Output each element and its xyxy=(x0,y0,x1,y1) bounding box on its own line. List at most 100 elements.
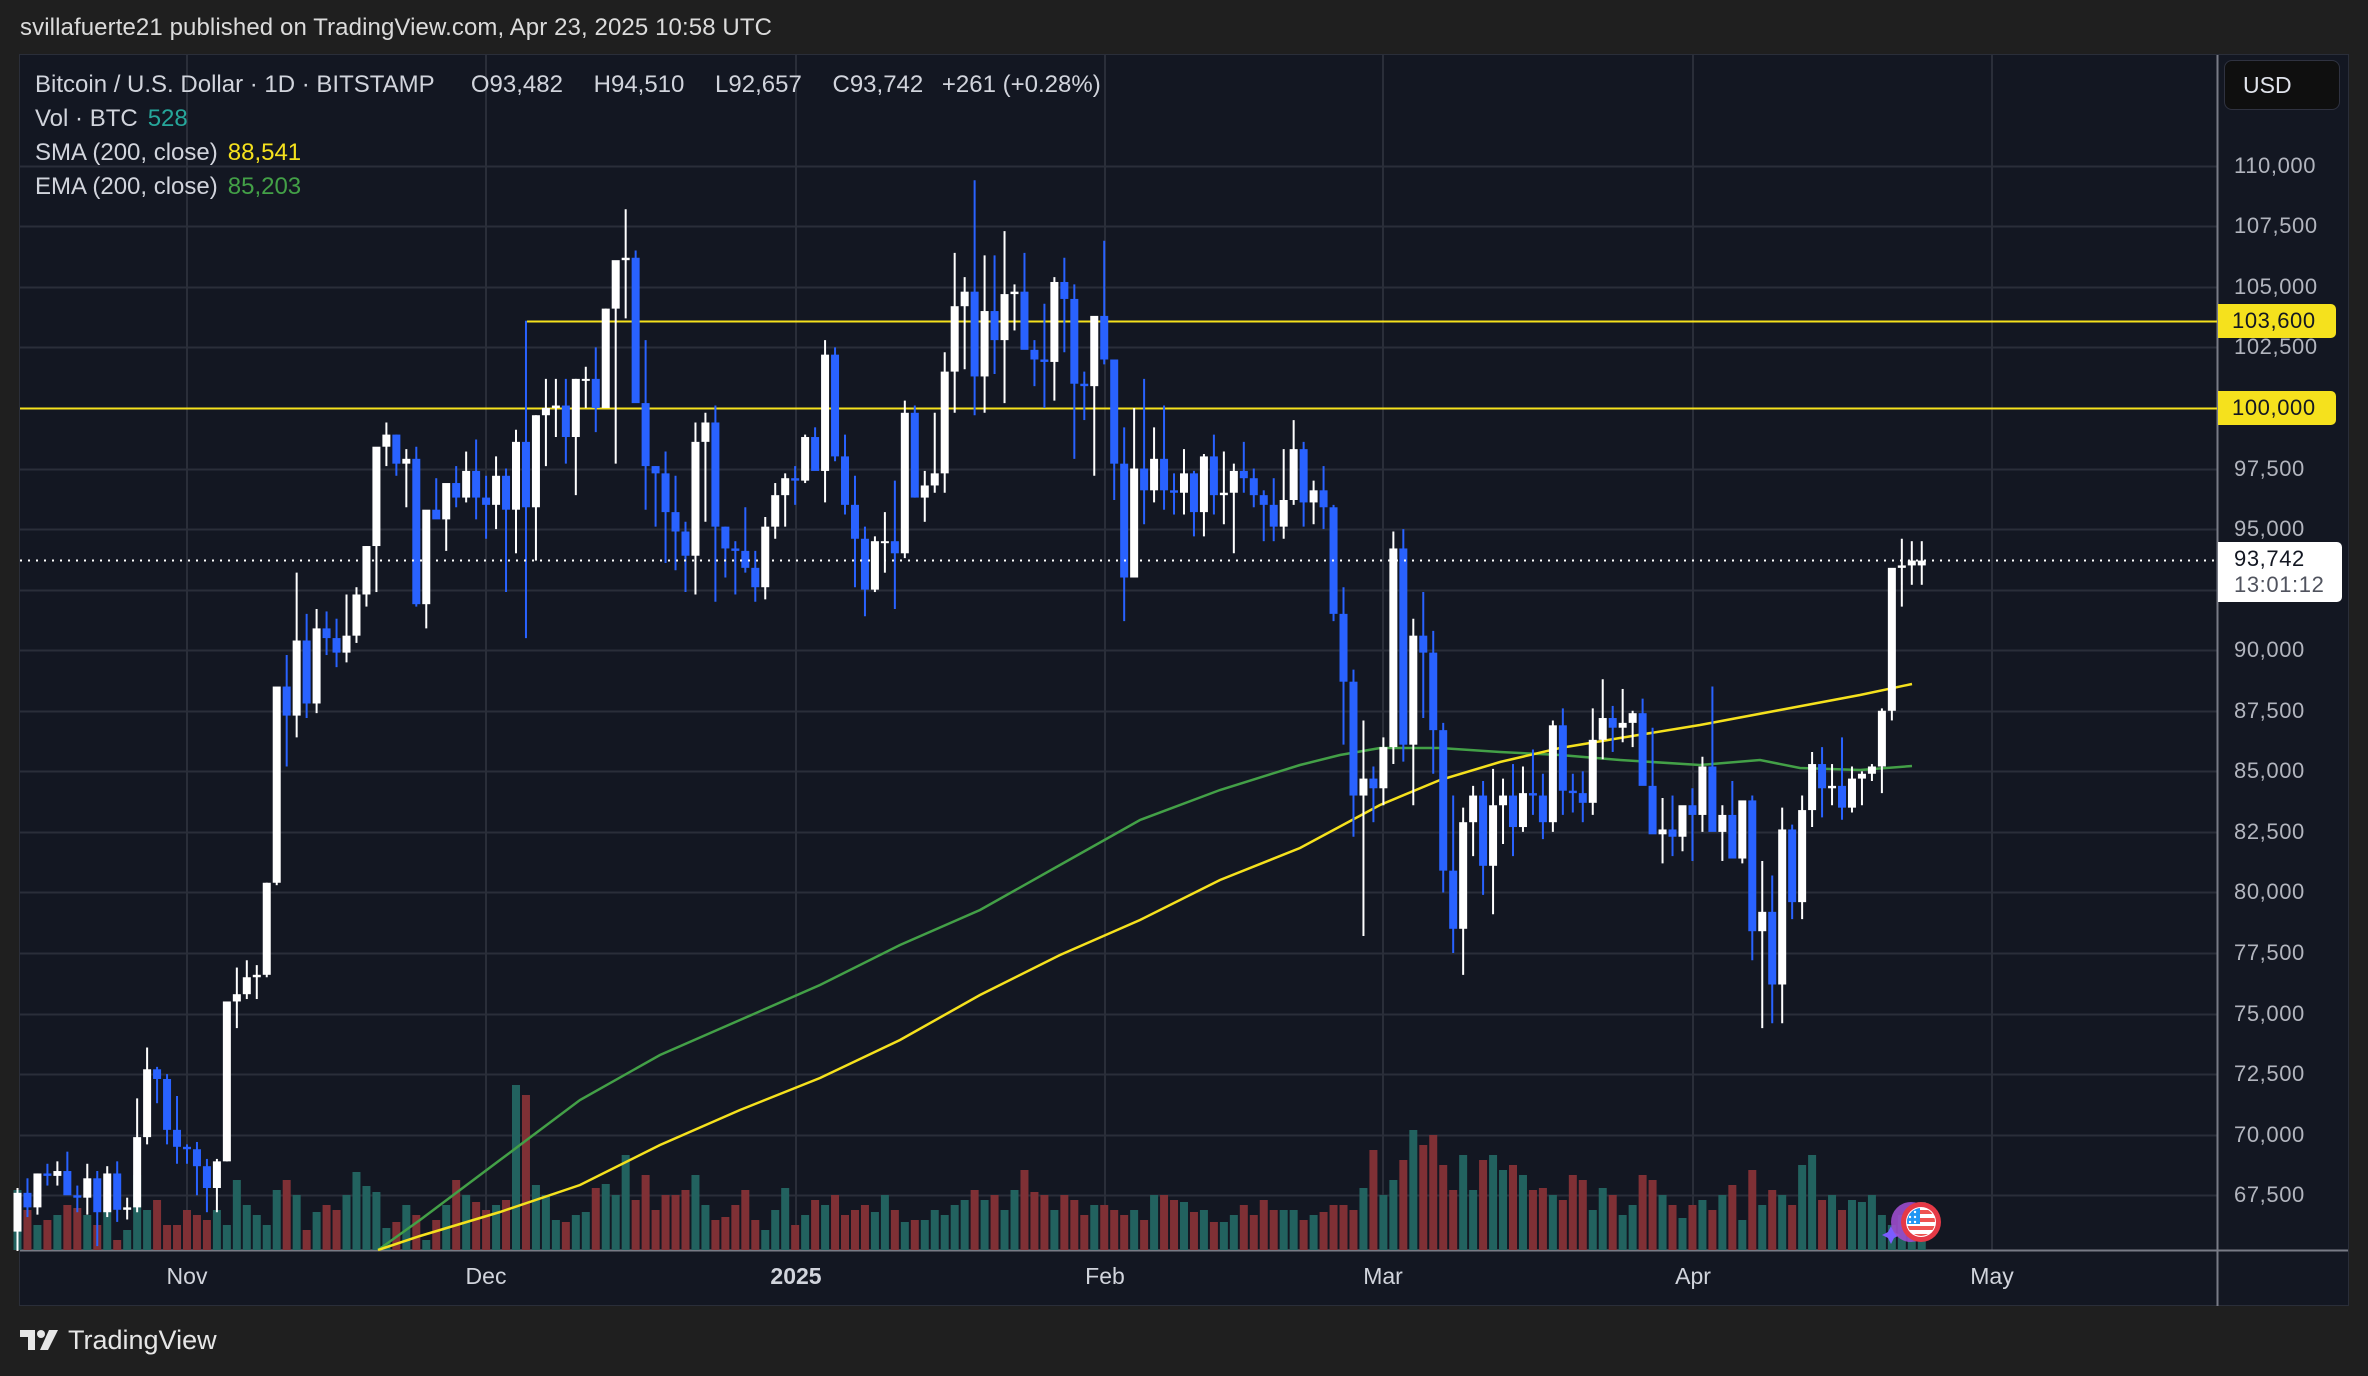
volume-bar xyxy=(153,1200,162,1250)
time-tick-label: Mar xyxy=(1363,1263,1403,1289)
candle-down xyxy=(860,538,869,590)
volume-bar xyxy=(1778,1195,1787,1250)
currency-button[interactable]: USD xyxy=(2224,60,2340,110)
candle-up xyxy=(1469,795,1478,823)
candle-down xyxy=(113,1173,122,1210)
legend-ema-row[interactable]: EMA (200, close) 85,203 xyxy=(35,170,1101,204)
candle-down xyxy=(1578,793,1587,803)
candle-down xyxy=(561,405,570,438)
symbol-title[interactable]: Bitcoin / U.S. Dollar · 1D · BITSTAMP xyxy=(35,71,435,98)
volume-bar xyxy=(232,1180,241,1250)
volume-bar xyxy=(1818,1200,1827,1250)
chart-frame[interactable] xyxy=(19,54,2349,1306)
candle-up xyxy=(292,640,301,716)
candle-down xyxy=(1239,470,1248,479)
tradingview-logo[interactable]: TradingView xyxy=(20,1325,217,1355)
volume-bar xyxy=(791,1225,800,1250)
volume-bar xyxy=(1100,1205,1109,1250)
candle-down xyxy=(1189,473,1198,513)
candle-down xyxy=(791,478,800,481)
candle-down xyxy=(1608,718,1617,728)
candle-up xyxy=(1229,470,1238,493)
economic-event-badge[interactable] xyxy=(1881,1196,1945,1248)
volume-bar xyxy=(53,1215,62,1250)
candle-up xyxy=(342,635,351,653)
candle-up xyxy=(262,882,271,975)
candle-up xyxy=(1459,822,1468,929)
volume-bar xyxy=(1668,1205,1677,1250)
volume-bar xyxy=(880,1195,889,1250)
candle-down xyxy=(23,1192,32,1208)
tradingview-brand: TradingView xyxy=(68,1324,217,1355)
volume-bar xyxy=(103,1210,112,1250)
volume-bar xyxy=(1648,1180,1657,1250)
candle-up xyxy=(13,1192,22,1232)
volume-bar xyxy=(1758,1205,1767,1250)
candle-up xyxy=(462,470,471,498)
volume-bar xyxy=(960,1200,969,1250)
candle-up xyxy=(1199,456,1208,513)
volume-bar xyxy=(1040,1195,1049,1250)
candle-down xyxy=(1259,495,1268,505)
volume-bar xyxy=(1189,1212,1198,1250)
candle-up xyxy=(1658,829,1667,835)
candle-up xyxy=(372,446,381,547)
candle-up xyxy=(781,478,790,496)
volume-bar xyxy=(43,1220,52,1250)
candle-down xyxy=(1030,349,1039,360)
candle-down xyxy=(1269,504,1278,527)
sma-value: 88,541 xyxy=(227,139,302,166)
candle-up xyxy=(1857,773,1866,779)
candle-down xyxy=(1818,764,1827,789)
legend-volume-row[interactable]: Vol · BTC 528 xyxy=(35,102,1101,136)
candle-down xyxy=(741,550,750,568)
candle-down xyxy=(1170,490,1179,493)
time-tick-label: 2025 xyxy=(770,1263,822,1289)
time-tick-label: Dec xyxy=(465,1263,507,1289)
sma-200-line xyxy=(377,682,1913,1252)
candle-up xyxy=(133,1137,142,1208)
candle-up xyxy=(880,541,889,544)
candle-up xyxy=(1588,739,1597,803)
candle-down xyxy=(1568,790,1577,794)
volume-bar xyxy=(1379,1195,1388,1250)
volume-bar xyxy=(1080,1215,1089,1250)
volume-bar xyxy=(1439,1165,1448,1250)
candle-down xyxy=(591,378,600,408)
volume-bar xyxy=(1608,1195,1617,1250)
volume-bar xyxy=(651,1210,660,1250)
price-tick-label: 95,000 xyxy=(2234,516,2305,542)
volume-bar xyxy=(1499,1170,1508,1250)
candle-up xyxy=(541,407,550,416)
sparkle-icon xyxy=(1882,1226,1900,1244)
candle-down xyxy=(73,1195,82,1198)
candle-up xyxy=(33,1173,42,1208)
volume-bar xyxy=(870,1212,879,1250)
volume-bar xyxy=(342,1195,351,1250)
low-value: 92,657 xyxy=(728,71,802,98)
legend-ohlc-row[interactable]: Bitcoin / U.S. Dollar · 1D · BITSTAMP O9… xyxy=(35,68,1101,102)
hline-label-103600: 103,600 xyxy=(2218,304,2336,338)
us-flag-icon xyxy=(1901,1202,1941,1242)
volume-bar xyxy=(1150,1195,1159,1250)
volume-bar xyxy=(1728,1185,1737,1250)
candle-down xyxy=(831,354,840,457)
candle-up xyxy=(920,485,929,498)
candle-up xyxy=(83,1178,92,1198)
candle-up xyxy=(1678,805,1687,837)
legend-sma-row[interactable]: SMA (200, close) 88,541 xyxy=(35,136,1101,170)
candle-up xyxy=(232,994,241,1002)
candle-down xyxy=(671,512,680,532)
candle-down xyxy=(1349,681,1358,796)
candle-down xyxy=(1688,805,1697,815)
volume-bar xyxy=(980,1200,989,1250)
candle-down xyxy=(631,257,640,404)
volume-bar xyxy=(472,1202,481,1250)
candle-down xyxy=(721,526,730,549)
volume-bar xyxy=(1070,1200,1079,1250)
candle-up xyxy=(1409,635,1418,745)
chart-legend: Bitcoin / U.S. Dollar · 1D · BITSTAMP O9… xyxy=(35,68,1101,204)
candle-down xyxy=(1528,793,1537,796)
candle-up xyxy=(1738,800,1747,859)
